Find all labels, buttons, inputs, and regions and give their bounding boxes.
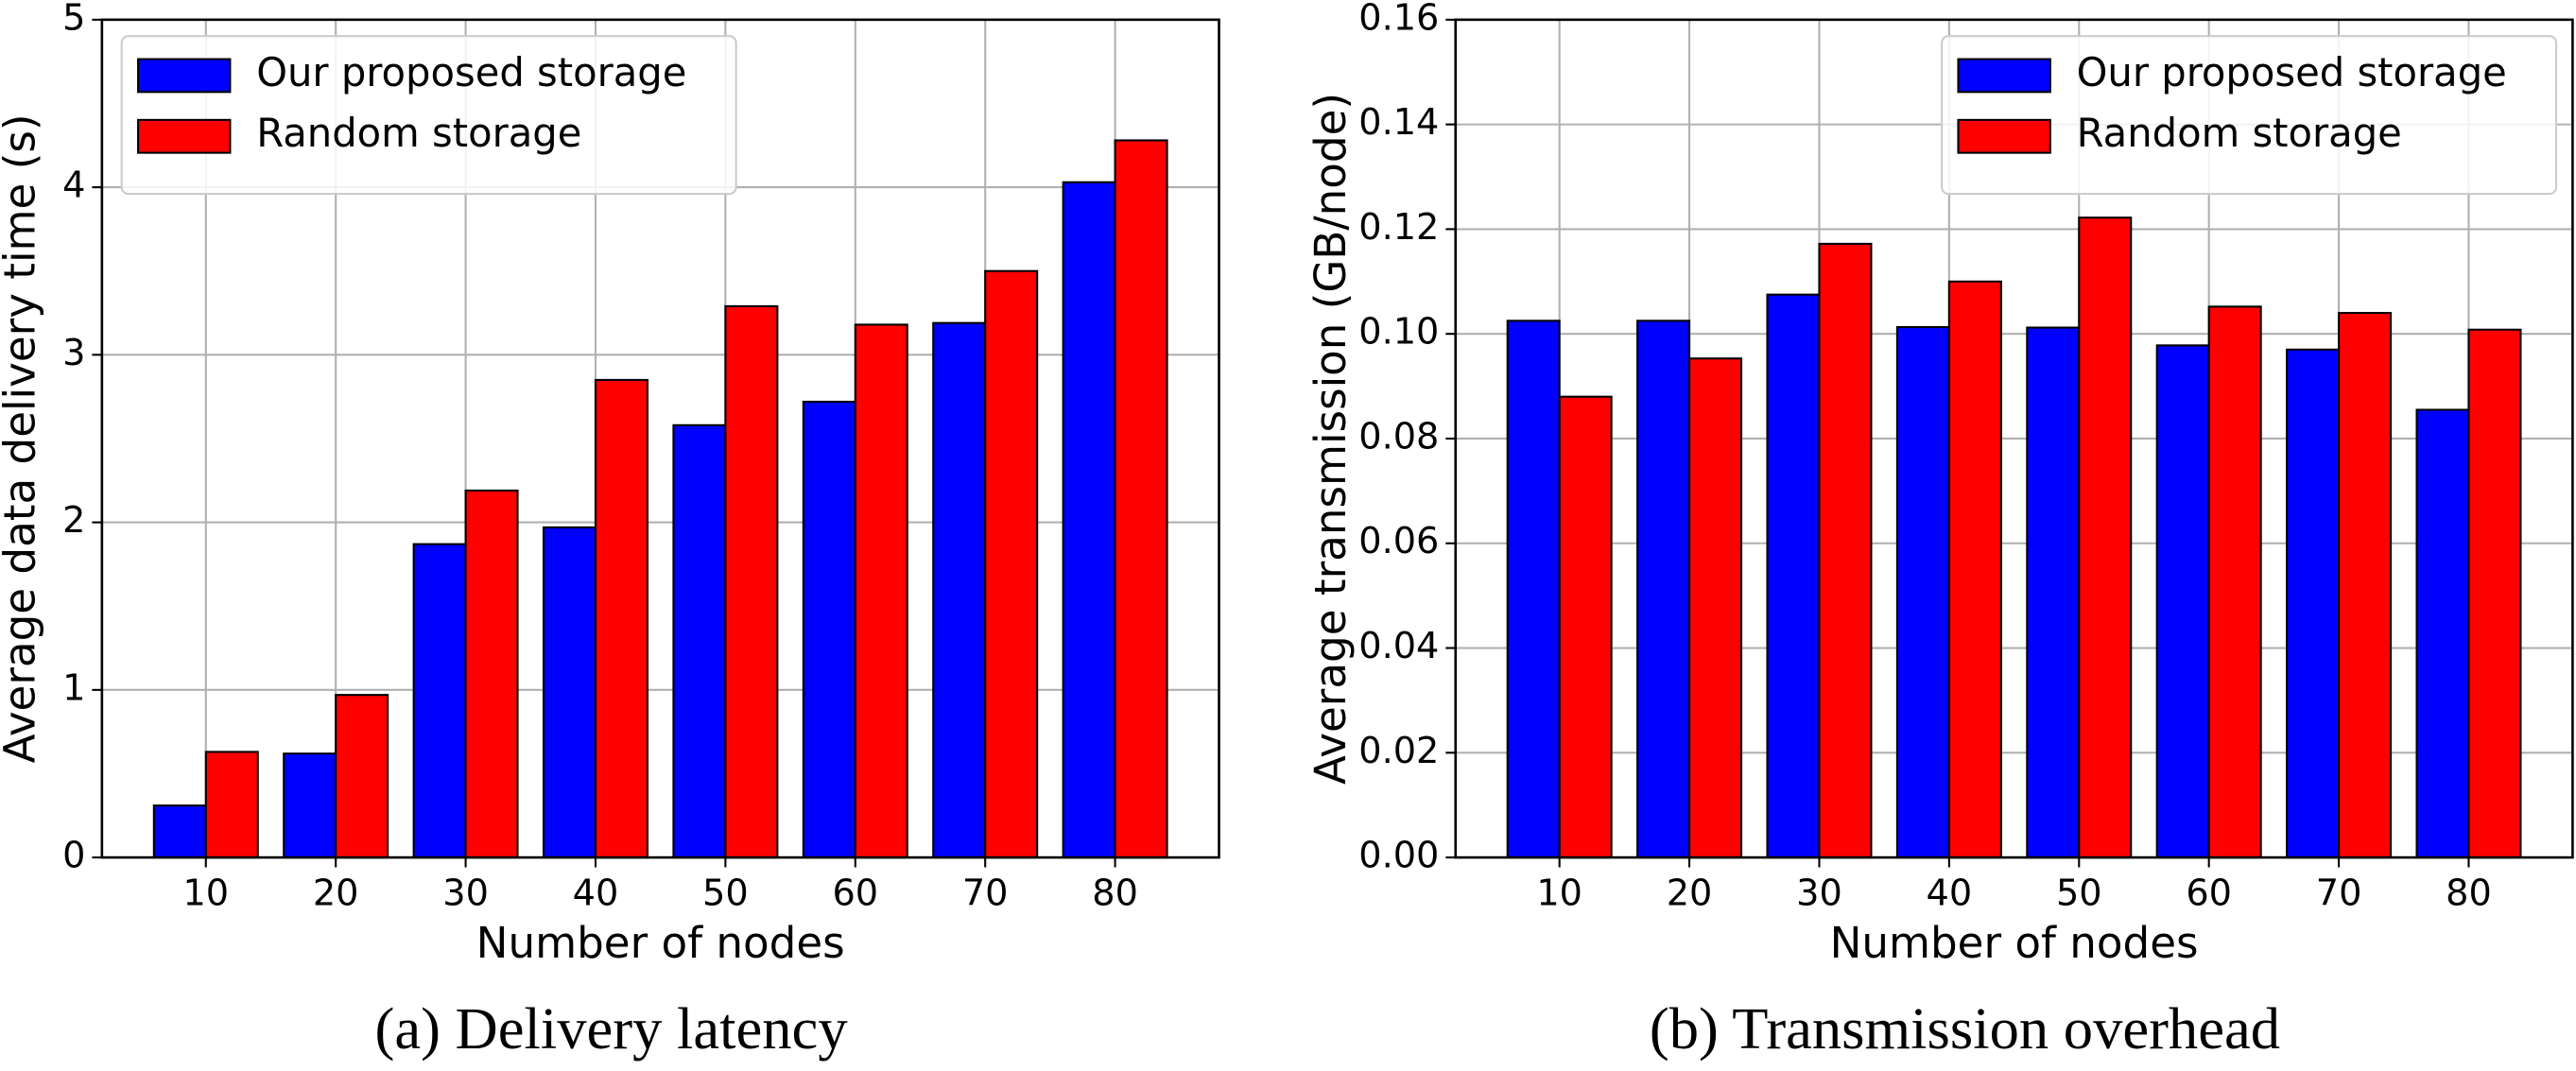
bar — [464, 489, 519, 859]
bar — [1766, 293, 1821, 859]
x-tick-label: 80 — [1092, 873, 1138, 915]
x-tick-label: 40 — [573, 873, 619, 915]
y-tick-label: 0.06 — [1358, 521, 1439, 562]
bar — [283, 752, 337, 859]
y-tick-label: 0.14 — [1358, 102, 1439, 144]
x-tick-label: 10 — [182, 873, 229, 915]
y-tick-label: 2 — [62, 500, 85, 542]
x-axis-label: Number of nodes — [476, 918, 845, 968]
x-tick-label: 70 — [2316, 873, 2362, 915]
y-axis-label: Average data delivery time (s) — [0, 114, 44, 764]
legend-label: Random storage — [2077, 110, 2402, 156]
bar — [412, 543, 467, 859]
y-tick-label: 0.10 — [1358, 312, 1439, 354]
chart: 0 1 2 3 4 5 10 20 30 40 50 60 70 80 Number of nodes Ave… — [0, 0, 1220, 1062]
bar — [802, 400, 856, 859]
x-tick-label: 50 — [2056, 873, 2102, 915]
bar — [1818, 242, 1873, 859]
x-tick-label: 40 — [1927, 873, 1973, 915]
y-tick-label: 0.04 — [1358, 626, 1439, 667]
x-tick-label: 20 — [313, 873, 359, 915]
x-tick-label: 80 — [2446, 873, 2492, 915]
caption: (a) Delivery latency — [375, 995, 849, 1062]
legend-box — [120, 35, 737, 196]
bar — [932, 321, 987, 859]
legend-label: Our proposed storage — [2077, 49, 2507, 95]
y-tick-label: 1 — [62, 667, 85, 709]
legend-box — [1941, 35, 2558, 196]
x-tick-label: 70 — [962, 873, 1009, 915]
legend-swatch — [1957, 118, 2051, 154]
y-tick-label: 0.08 — [1358, 416, 1439, 458]
bar — [2155, 344, 2210, 859]
legend-swatch — [137, 118, 232, 154]
axes-frame — [100, 18, 1220, 859]
y-tick-label: 0.02 — [1358, 731, 1439, 772]
bar — [2078, 216, 2133, 859]
caption: (b) Transmission overhead — [1650, 995, 2280, 1062]
bar — [542, 526, 597, 859]
legend-label: Our proposed storage — [256, 49, 686, 95]
x-tick-label: 30 — [1796, 873, 1842, 915]
x-tick-label: 50 — [702, 873, 749, 915]
y-tick-label: 5 — [62, 0, 85, 39]
y-tick-label: 0 — [62, 836, 85, 877]
x-tick-label: 60 — [832, 873, 878, 915]
x-axis-label: Number of nodes — [1830, 918, 2199, 968]
bar — [152, 804, 207, 859]
bar — [2467, 328, 2522, 859]
bar — [1688, 357, 1743, 859]
y-tick-label: 0.16 — [1358, 0, 1439, 39]
x-tick-label: 20 — [1667, 873, 1713, 915]
x-tick-label: 10 — [1536, 873, 1582, 915]
bar — [594, 378, 648, 859]
bar — [2286, 348, 2341, 859]
bar — [1895, 325, 1950, 859]
bar — [1114, 139, 1168, 859]
y-tick-label: 4 — [62, 165, 85, 207]
bar — [2415, 408, 2470, 859]
bar — [1558, 395, 1613, 859]
bar — [204, 751, 259, 859]
legend-swatch — [137, 58, 232, 94]
bar — [335, 694, 389, 859]
legend-label: Random storage — [256, 110, 581, 156]
x-tick-label: 60 — [2186, 873, 2232, 915]
bar — [672, 423, 727, 859]
bar — [984, 269, 1039, 859]
chart: 0.00 0.02 0.04 0.06 0.08 0.10 0.12 0.14 0.16 10 20… — [1305, 0, 2574, 1062]
bar — [1947, 280, 2002, 859]
bar — [1062, 181, 1116, 859]
bar — [1636, 320, 1691, 859]
bar — [2338, 311, 2393, 859]
y-tick-label: 0.00 — [1358, 836, 1439, 877]
bar — [2026, 326, 2081, 859]
bar — [854, 323, 908, 859]
y-tick-label: 0.12 — [1358, 207, 1439, 249]
bar — [1506, 320, 1561, 859]
y-axis-label: Average transmission (GB/node) — [1305, 93, 1356, 785]
bar — [2207, 305, 2262, 859]
x-tick-label: 30 — [442, 873, 489, 915]
bar — [724, 304, 779, 859]
y-tick-label: 3 — [62, 333, 85, 374]
legend-swatch — [1957, 58, 2051, 94]
